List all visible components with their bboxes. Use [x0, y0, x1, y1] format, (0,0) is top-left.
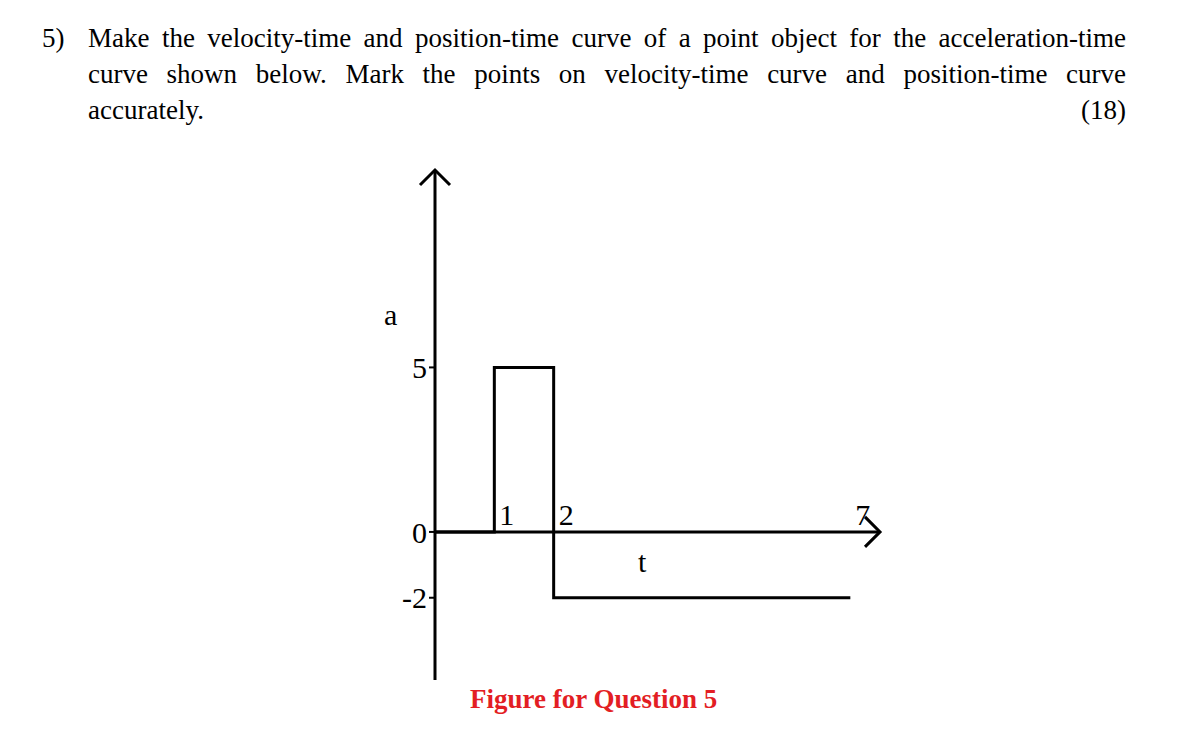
- svg-text:-2: -2: [402, 581, 427, 614]
- html-text:5): 5): [42, 23, 65, 53]
- html-text:t: t: [638, 545, 647, 578]
- html-text:a: a: [384, 298, 398, 331]
- svg-text:1: 1: [499, 498, 514, 531]
- html-text:accurately.: accurately.: [88, 95, 204, 125]
- svg-text:2: 2: [559, 498, 574, 531]
- html-text:(18): (18): [1081, 95, 1126, 125]
- svg-text:7: 7: [855, 498, 870, 531]
- html-text:Make the velocity-time and pos: Make the velocity-time and position-time…: [88, 23, 1126, 53]
- svg-text:5: 5: [412, 351, 427, 384]
- html-text:curve shown below. Mark the po: curve shown below. Mark the points on ve…: [88, 59, 1126, 89]
- svg-text:0: 0: [412, 516, 427, 549]
- html-text:Figure for Question 5: Figure for Question 5: [470, 684, 718, 714]
